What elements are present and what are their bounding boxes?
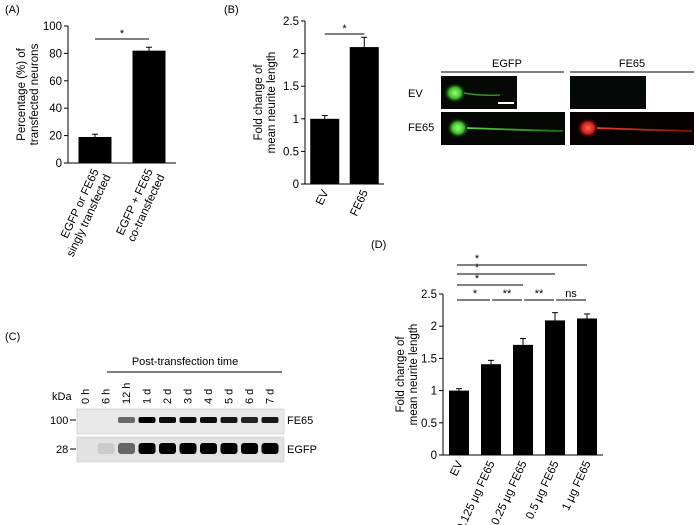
significance-label: * — [475, 253, 480, 265]
bar — [513, 344, 533, 455]
micro-ev-egfp — [441, 76, 517, 109]
x-tick-label: EGFP + FE65co-transfected — [114, 167, 167, 244]
kda-label: kDa — [52, 391, 72, 403]
y-tick-label: 80 — [49, 48, 62, 60]
micro-fe65-egfp — [441, 112, 565, 145]
band-fe65 — [138, 417, 156, 423]
bar — [481, 364, 501, 455]
micro-row-fe65: FE65 — [408, 122, 434, 134]
band-fe65 — [159, 417, 176, 423]
band-egfp — [138, 443, 156, 454]
significance-label: * — [475, 262, 480, 274]
lane-label: 12 h — [121, 383, 133, 404]
micro-ev-fe65 — [570, 76, 646, 109]
band-label-egfp: EGFP — [287, 444, 317, 456]
bar — [78, 136, 112, 163]
significance-label: ** — [503, 288, 512, 300]
chart-d: 0 0.5 1 1.5 2 2.5 Fold change ofmean neurite l… — [395, 253, 603, 525]
bar — [545, 320, 565, 455]
band-egfp — [118, 443, 135, 454]
y-tick-label: 0 — [293, 179, 299, 191]
lane-label: 1 d — [142, 389, 154, 404]
band-egfp — [200, 443, 217, 454]
band-egfp — [97, 443, 115, 454]
bar — [577, 318, 597, 455]
western-blot: Post-transfection time kDa 100 28 FE65 E… — [50, 356, 317, 463]
band-egfp — [179, 443, 197, 454]
band-egfp — [220, 443, 238, 454]
y-axis-label: Fold change ofmean neurite length — [395, 324, 420, 426]
significance-label: * — [342, 23, 347, 35]
x-tick-label: 0.5 μg FE65 — [524, 459, 561, 521]
lane-label: 5 d — [224, 389, 236, 404]
y-tick-label: 1 — [431, 386, 437, 398]
y-tick-label: 1.5 — [283, 81, 299, 93]
y-tick-label: 2.5 — [283, 16, 299, 28]
micro-row-ev: EV — [408, 88, 423, 100]
band-label-fe65: FE65 — [287, 415, 313, 427]
x-tick-label: EGFP or FE65singly transfected — [53, 167, 113, 259]
y-axis-label: Percentage (%) oftransfected neurons — [16, 43, 41, 145]
lane-label: 6 h — [101, 389, 113, 404]
y-tick-label: 2 — [293, 49, 299, 61]
y-tick-label: 2.5 — [421, 289, 437, 301]
lane-label: 3 d — [183, 389, 195, 404]
lane-label: 2 d — [162, 389, 174, 404]
y-tick-label: 40 — [49, 103, 62, 115]
bar — [310, 118, 340, 184]
x-tick-label: 1 μg FE65 — [560, 459, 593, 512]
lane-label: 0 h — [80, 389, 92, 404]
x-tick-label: EV — [314, 188, 331, 207]
panel-label-b: (B) — [224, 4, 239, 16]
band-fe65 — [220, 417, 238, 423]
y-tick-label: 1.5 — [421, 353, 437, 365]
microscopy-panel: EGFP FE65 EV FE65 — [408, 58, 694, 145]
x-tick-label: FE65 — [348, 188, 370, 218]
y-tick-label: 0 — [431, 450, 437, 462]
bar — [349, 47, 379, 184]
bar — [132, 50, 166, 163]
band-fe65 — [118, 417, 135, 423]
lane-label: 7 d — [265, 389, 277, 404]
band-fe65 — [241, 417, 258, 423]
y-axis-label: Fold change ofmean neurite length — [253, 52, 278, 154]
blot-header: Post-transfection time — [132, 356, 238, 368]
y-tick-label: 0.5 — [421, 418, 437, 430]
band-egfp — [261, 443, 279, 454]
micro-header-egfp: EGFP — [492, 58, 522, 70]
y-tick-label: 20 — [49, 131, 62, 143]
chart-b: 0 0.5 1 1.5 2 2.5 Fold change ofmean neurite l… — [253, 16, 384, 218]
y-tick-label: 1 — [293, 114, 299, 126]
bar — [449, 390, 469, 455]
panel-label-a: (A) — [5, 4, 20, 16]
lane-label: 4 d — [203, 389, 215, 404]
y-tick-label: 60 — [49, 76, 62, 88]
significance-label: * — [475, 273, 480, 285]
micro-header-fe65: FE65 — [619, 58, 645, 70]
band-fe65 — [261, 417, 279, 423]
panel-label-c: (C) — [5, 331, 20, 343]
marker-28: 28 — [56, 444, 68, 456]
y-tick-label: 0.5 — [283, 146, 299, 158]
band-egfp — [159, 443, 176, 454]
band-egfp — [241, 443, 258, 454]
panel-label-d: (D) — [371, 239, 386, 251]
y-tick-label: 0 — [56, 158, 62, 170]
micro-fe65-fe65 — [570, 112, 694, 145]
marker-100: 100 — [50, 415, 68, 427]
band-fe65 — [200, 417, 217, 423]
y-tick-label: 2 — [431, 321, 437, 333]
band-fe65 — [179, 417, 197, 423]
y-tick-label: 100 — [43, 21, 62, 33]
lane-label: 6 d — [244, 389, 256, 404]
x-tick-label: EV — [448, 459, 465, 478]
significance-label: * — [473, 288, 478, 300]
significance-label: ns — [565, 288, 577, 300]
significance-label: ** — [535, 288, 544, 300]
significance-label: * — [120, 28, 125, 40]
